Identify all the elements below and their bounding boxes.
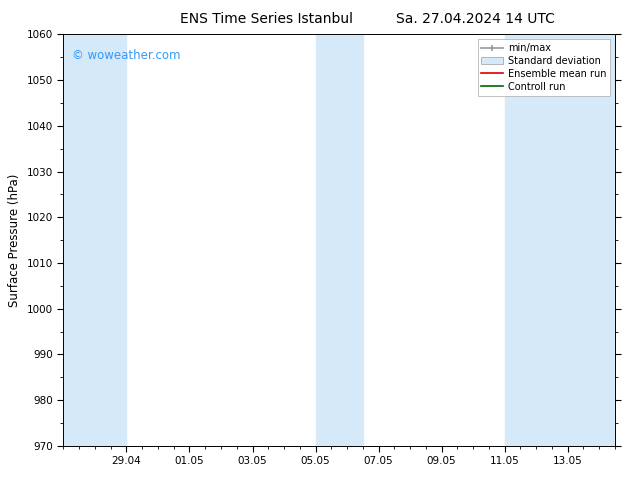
Bar bbox=[505, 34, 615, 446]
Text: ENS Time Series Istanbul: ENS Time Series Istanbul bbox=[180, 12, 353, 26]
Text: © woweather.com: © woweather.com bbox=[72, 49, 180, 62]
Legend: min/max, Standard deviation, Ensemble mean run, Controll run: min/max, Standard deviation, Ensemble me… bbox=[477, 39, 610, 96]
Bar bbox=[316, 34, 363, 446]
Y-axis label: Surface Pressure (hPa): Surface Pressure (hPa) bbox=[8, 173, 21, 307]
Text: Sa. 27.04.2024 14 UTC: Sa. 27.04.2024 14 UTC bbox=[396, 12, 555, 26]
Bar bbox=[63, 34, 126, 446]
